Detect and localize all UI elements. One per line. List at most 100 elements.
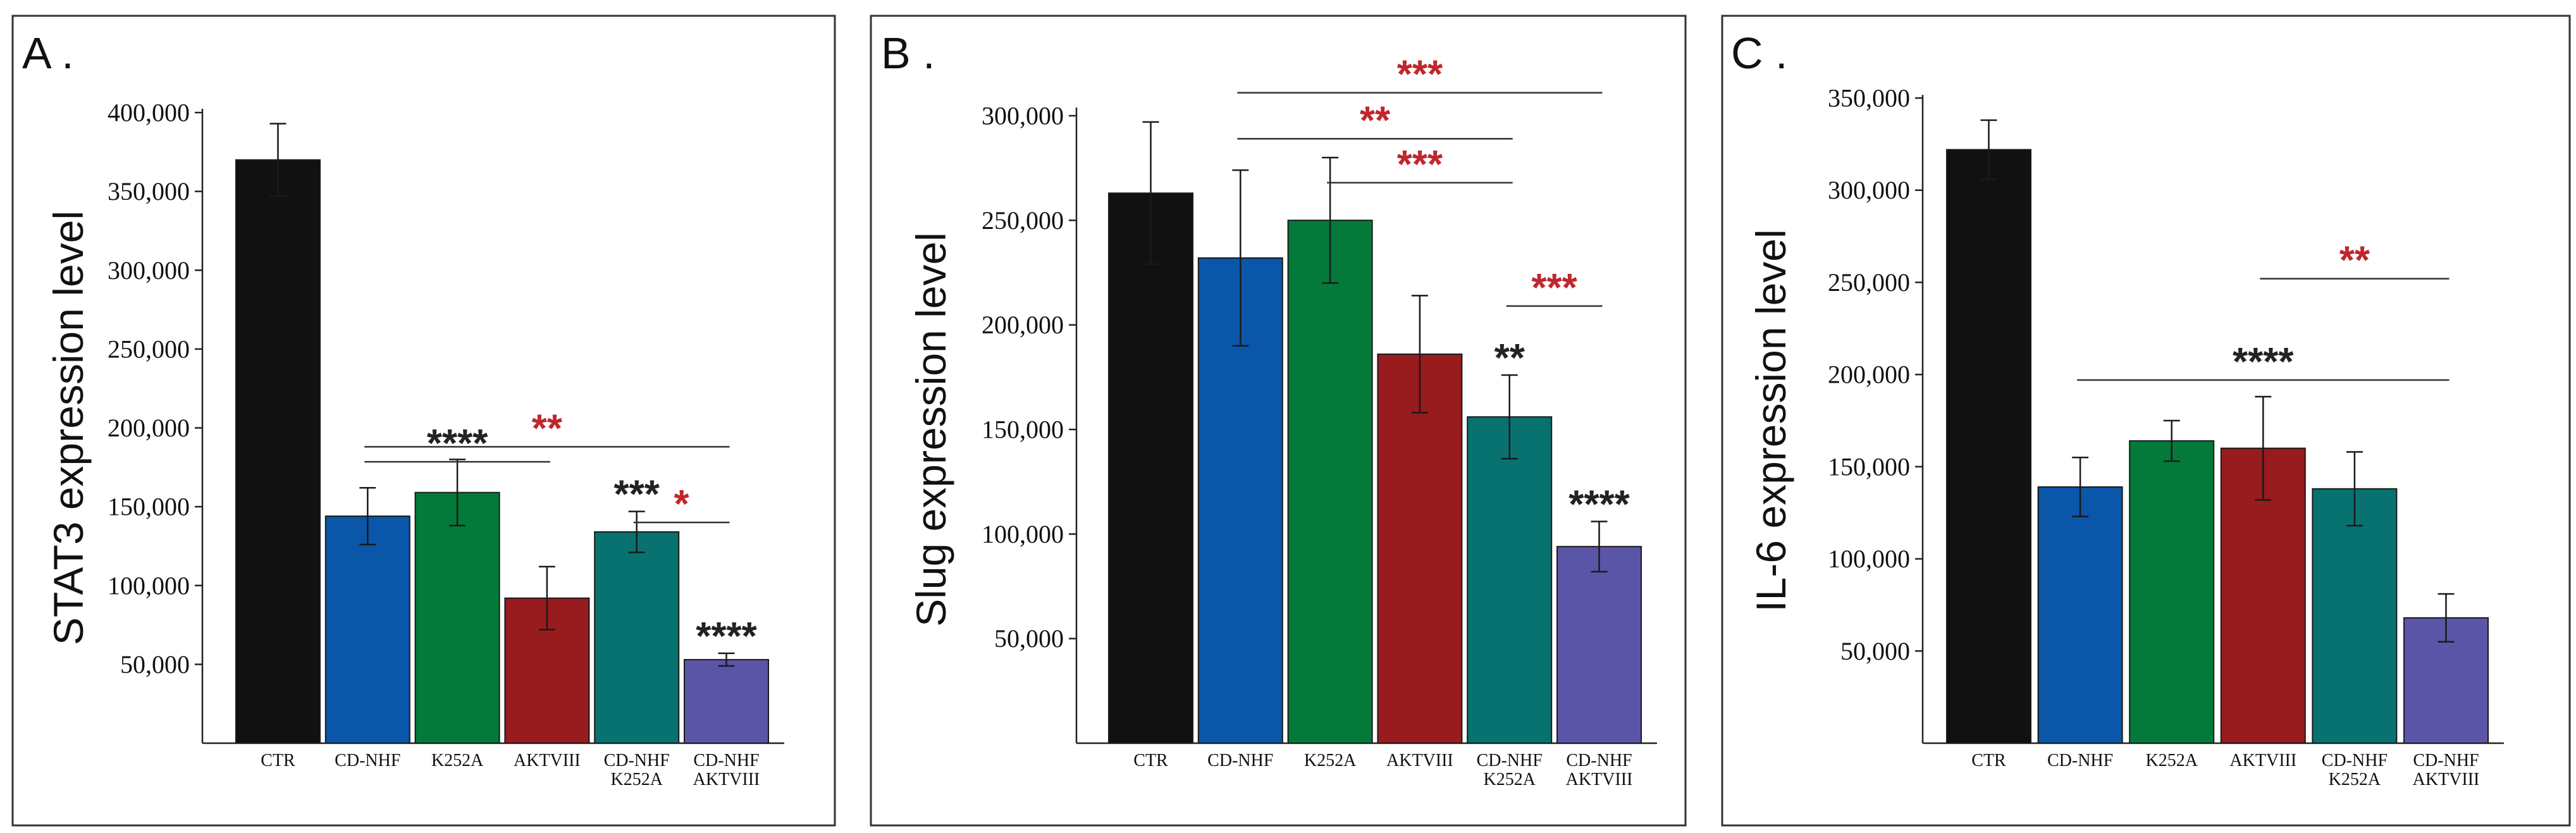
panel-a: A . STAT3 expression level 50,000 100,000 15… [11, 15, 836, 827]
x-tick-line: CD-NHF [1207, 751, 1273, 770]
x-tick-line: K252A [1483, 770, 1536, 789]
y-tick-label: 200,000 [982, 311, 1064, 339]
significance-label: *** [1397, 143, 1443, 187]
y-tick-label: 400,000 [108, 99, 190, 127]
x-tick-label: CD-NHF K252A [604, 751, 670, 789]
y-tick-label: 50,000 [120, 650, 190, 679]
x-tick-label: CD-NHF K252A [1477, 751, 1543, 789]
bar [1467, 416, 1553, 744]
x-tick-label: CD-NHF AKTVIII [1566, 751, 1633, 789]
panel-b: B . Slug expression level 50,000 100,000 150… [870, 15, 1687, 827]
bar [414, 491, 500, 744]
y-tick-label: 150,000 [1828, 452, 1910, 481]
bar [1556, 546, 1642, 744]
bar-significance-label: ** [1494, 336, 1525, 380]
bar [2129, 440, 2215, 744]
x-tick-line: AKTVIII [2229, 751, 2296, 770]
bar [594, 531, 680, 744]
y-tick-label: 300,000 [982, 102, 1064, 130]
y-tick-label: 250,000 [108, 335, 190, 363]
x-tick-line: CD-NHF [2413, 751, 2479, 770]
x-tick-line: CD-NHF [335, 751, 400, 770]
panel-frame [1721, 15, 2571, 827]
y-tick-label: 150,000 [108, 493, 190, 521]
panel-label: C . [1731, 28, 1787, 78]
y-tick-label: 300,000 [1828, 176, 1910, 204]
x-tick-label: CTR [261, 751, 295, 770]
x-tick-label: AKTVIII [1386, 751, 1453, 770]
significance-label: * [674, 483, 690, 526]
x-tick-line: CD-NHF [2047, 751, 2113, 770]
y-tick-label: 250,000 [982, 206, 1064, 235]
x-tick-line: CD-NHF [693, 751, 759, 770]
bar [2037, 486, 2123, 744]
y-axis-label: Slug expression level [908, 232, 954, 627]
bar [1287, 219, 1373, 744]
x-tick-line: AKTVIII [2413, 770, 2480, 789]
x-tick-line: K252A [610, 770, 663, 789]
y-tick-label: 350,000 [1828, 84, 1910, 113]
x-tick-label: CD-NHF K252A [2322, 751, 2388, 789]
x-tick-line: AKTVIII [514, 751, 581, 770]
y-axis-label: IL-6 expression level [1747, 229, 1794, 612]
x-tick-label: CTR [1133, 751, 1168, 770]
x-tick-line: CD-NHF [1566, 751, 1632, 770]
significance-label: ** [1360, 99, 1391, 142]
panel-label: A . [22, 28, 74, 78]
bar [2312, 488, 2398, 744]
x-tick-line: K252A [2329, 770, 2381, 789]
x-tick-line: AKTVIII [693, 770, 760, 789]
x-tick-line: K252A [431, 751, 484, 770]
significance-label: *** [1397, 53, 1443, 97]
x-tick-label: K252A [2145, 751, 2198, 770]
x-tick-line: CTR [1133, 751, 1168, 770]
x-tick-line: CTR [1971, 751, 2006, 770]
y-tick-label: 50,000 [994, 624, 1064, 653]
y-tick-label: 50,000 [1840, 637, 1910, 665]
x-tick-label: CD-NHF [2047, 751, 2113, 770]
y-tick-label: 200,000 [108, 414, 190, 442]
bar-significance-label: *** [614, 473, 660, 517]
x-tick-line: AKTVIII [1566, 770, 1633, 789]
x-tick-line: CD-NHF [1477, 751, 1543, 770]
x-tick-line: K252A [1304, 751, 1357, 770]
x-tick-label: CD-NHF AKTVIII [693, 751, 760, 789]
bar-significance-label: **** [1568, 483, 1630, 526]
y-tick-label: 100,000 [982, 520, 1064, 548]
x-tick-line: CD-NHF [604, 751, 670, 770]
panel-label: B . [881, 28, 935, 78]
y-tick-label: 100,000 [108, 571, 190, 600]
panel-c: C . IL-6 expression level 50,000 100,000 150… [1721, 15, 2571, 827]
x-tick-label: CD-NHF [335, 751, 400, 770]
x-tick-line: CTR [261, 751, 295, 770]
x-tick-label: CD-NHF [1207, 751, 1273, 770]
bar [1946, 149, 2031, 744]
significance-label: *** [1531, 266, 1577, 310]
bar [324, 515, 410, 744]
panel-frame [870, 15, 1687, 827]
bar-significance-label: **** [696, 615, 757, 658]
x-tick-label: K252A [1304, 751, 1357, 770]
bar [1377, 353, 1463, 744]
x-tick-line: CD-NHF [2322, 751, 2388, 770]
x-tick-label: CD-NHF AKTVIII [2413, 751, 2480, 789]
significance-label: ** [2339, 239, 2370, 283]
y-tick-label: 350,000 [108, 177, 190, 206]
panel-frame [11, 15, 836, 827]
x-tick-label: AKTVIII [2229, 751, 2296, 770]
y-tick-label: 300,000 [108, 256, 190, 285]
y-tick-label: 100,000 [1828, 545, 1910, 573]
x-tick-label: K252A [431, 751, 484, 770]
x-tick-line: K252A [2145, 751, 2198, 770]
bar [1108, 192, 1193, 744]
y-axis-label: STAT3 expression level [45, 211, 92, 645]
x-tick-label: CTR [1971, 751, 2006, 770]
y-tick-label: 250,000 [1828, 268, 1910, 297]
y-tick-label: 200,000 [1828, 361, 1910, 389]
significance-label: **** [427, 422, 488, 466]
significance-label: **** [2233, 340, 2294, 384]
bar [684, 658, 769, 744]
bar [235, 159, 321, 744]
x-tick-line: AKTVIII [1386, 751, 1453, 770]
